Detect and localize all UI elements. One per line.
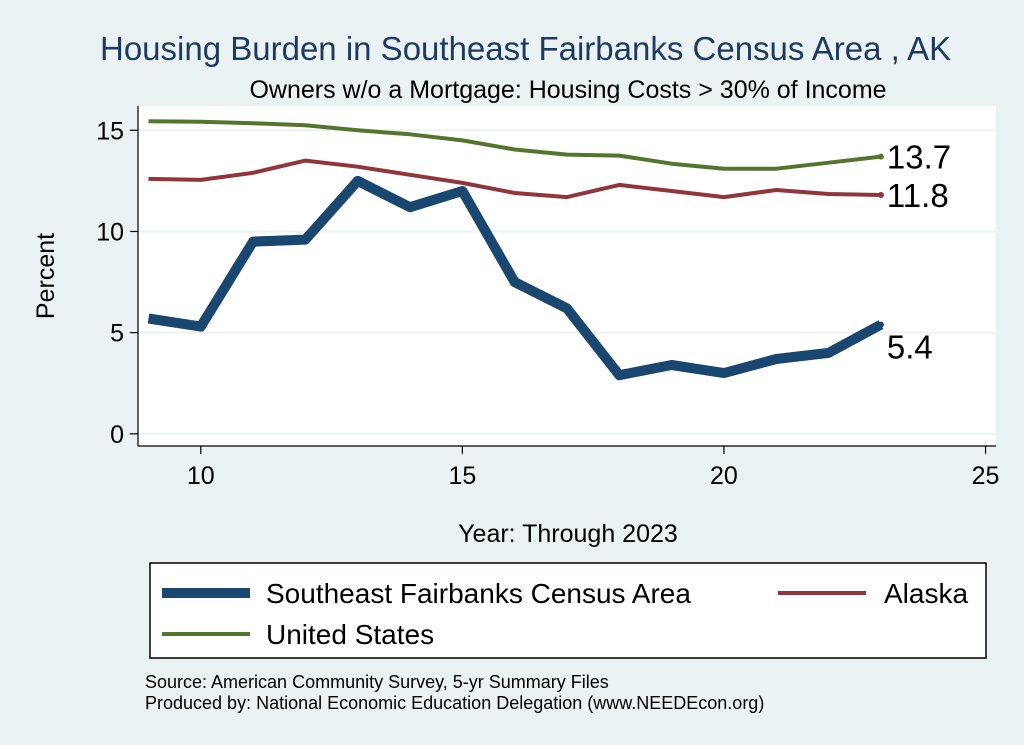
producer-note: Produced by: National Economic Education… (145, 693, 764, 713)
series-line-southeast-fairbanks-census-area (147, 175, 884, 381)
end-labels: 13.711.8 5.4 (887, 139, 951, 366)
legend-label: Southeast Fairbanks Census Area (266, 578, 691, 609)
y-tick-label: 15 (96, 117, 124, 145)
x-tick-label: 20 (710, 462, 738, 490)
series-line-united-states (148, 119, 882, 171)
grid (138, 129, 996, 435)
end-point-united-states (877, 153, 884, 160)
y-tick-label: 5 (110, 320, 124, 348)
x-tick-label: 15 (448, 462, 476, 490)
series (147, 119, 884, 381)
end-value-label: 13.7 (887, 139, 951, 176)
end-point-southeast-fairbanks-census-area (877, 321, 884, 328)
y-tick-label: 0 (110, 421, 124, 449)
y-axis-label: Percent (32, 233, 60, 319)
x-tick-label: 25 (972, 462, 1000, 490)
end-value-label: 11.8 (887, 177, 949, 214)
plot-area (138, 106, 996, 446)
legend-label: Alaska (884, 578, 968, 609)
chart-subtitle: Owners w/o a Mortgage: Housing Costs > 3… (249, 76, 886, 104)
legend-items: Southeast Fairbanks Census Area Alaska Uni… (162, 578, 968, 650)
x-axis-label: Year: Through 2023 (458, 520, 678, 548)
x-tick-label: 10 (187, 462, 215, 490)
y-tick-label: 10 (96, 218, 124, 246)
series-line-alaska (148, 158, 881, 200)
legend (149, 562, 987, 659)
end-point-alaska (877, 192, 884, 199)
axes: 0 5 10 15 10 15 20 25 (96, 106, 999, 490)
source-note: Source: American Community Survey, 5-yr … (145, 672, 609, 692)
end-value-label: 5.4 (887, 329, 933, 366)
chart-title: Housing Burden in Southeast Fairbanks Ce… (100, 30, 951, 67)
legend-label: United States (266, 619, 434, 650)
